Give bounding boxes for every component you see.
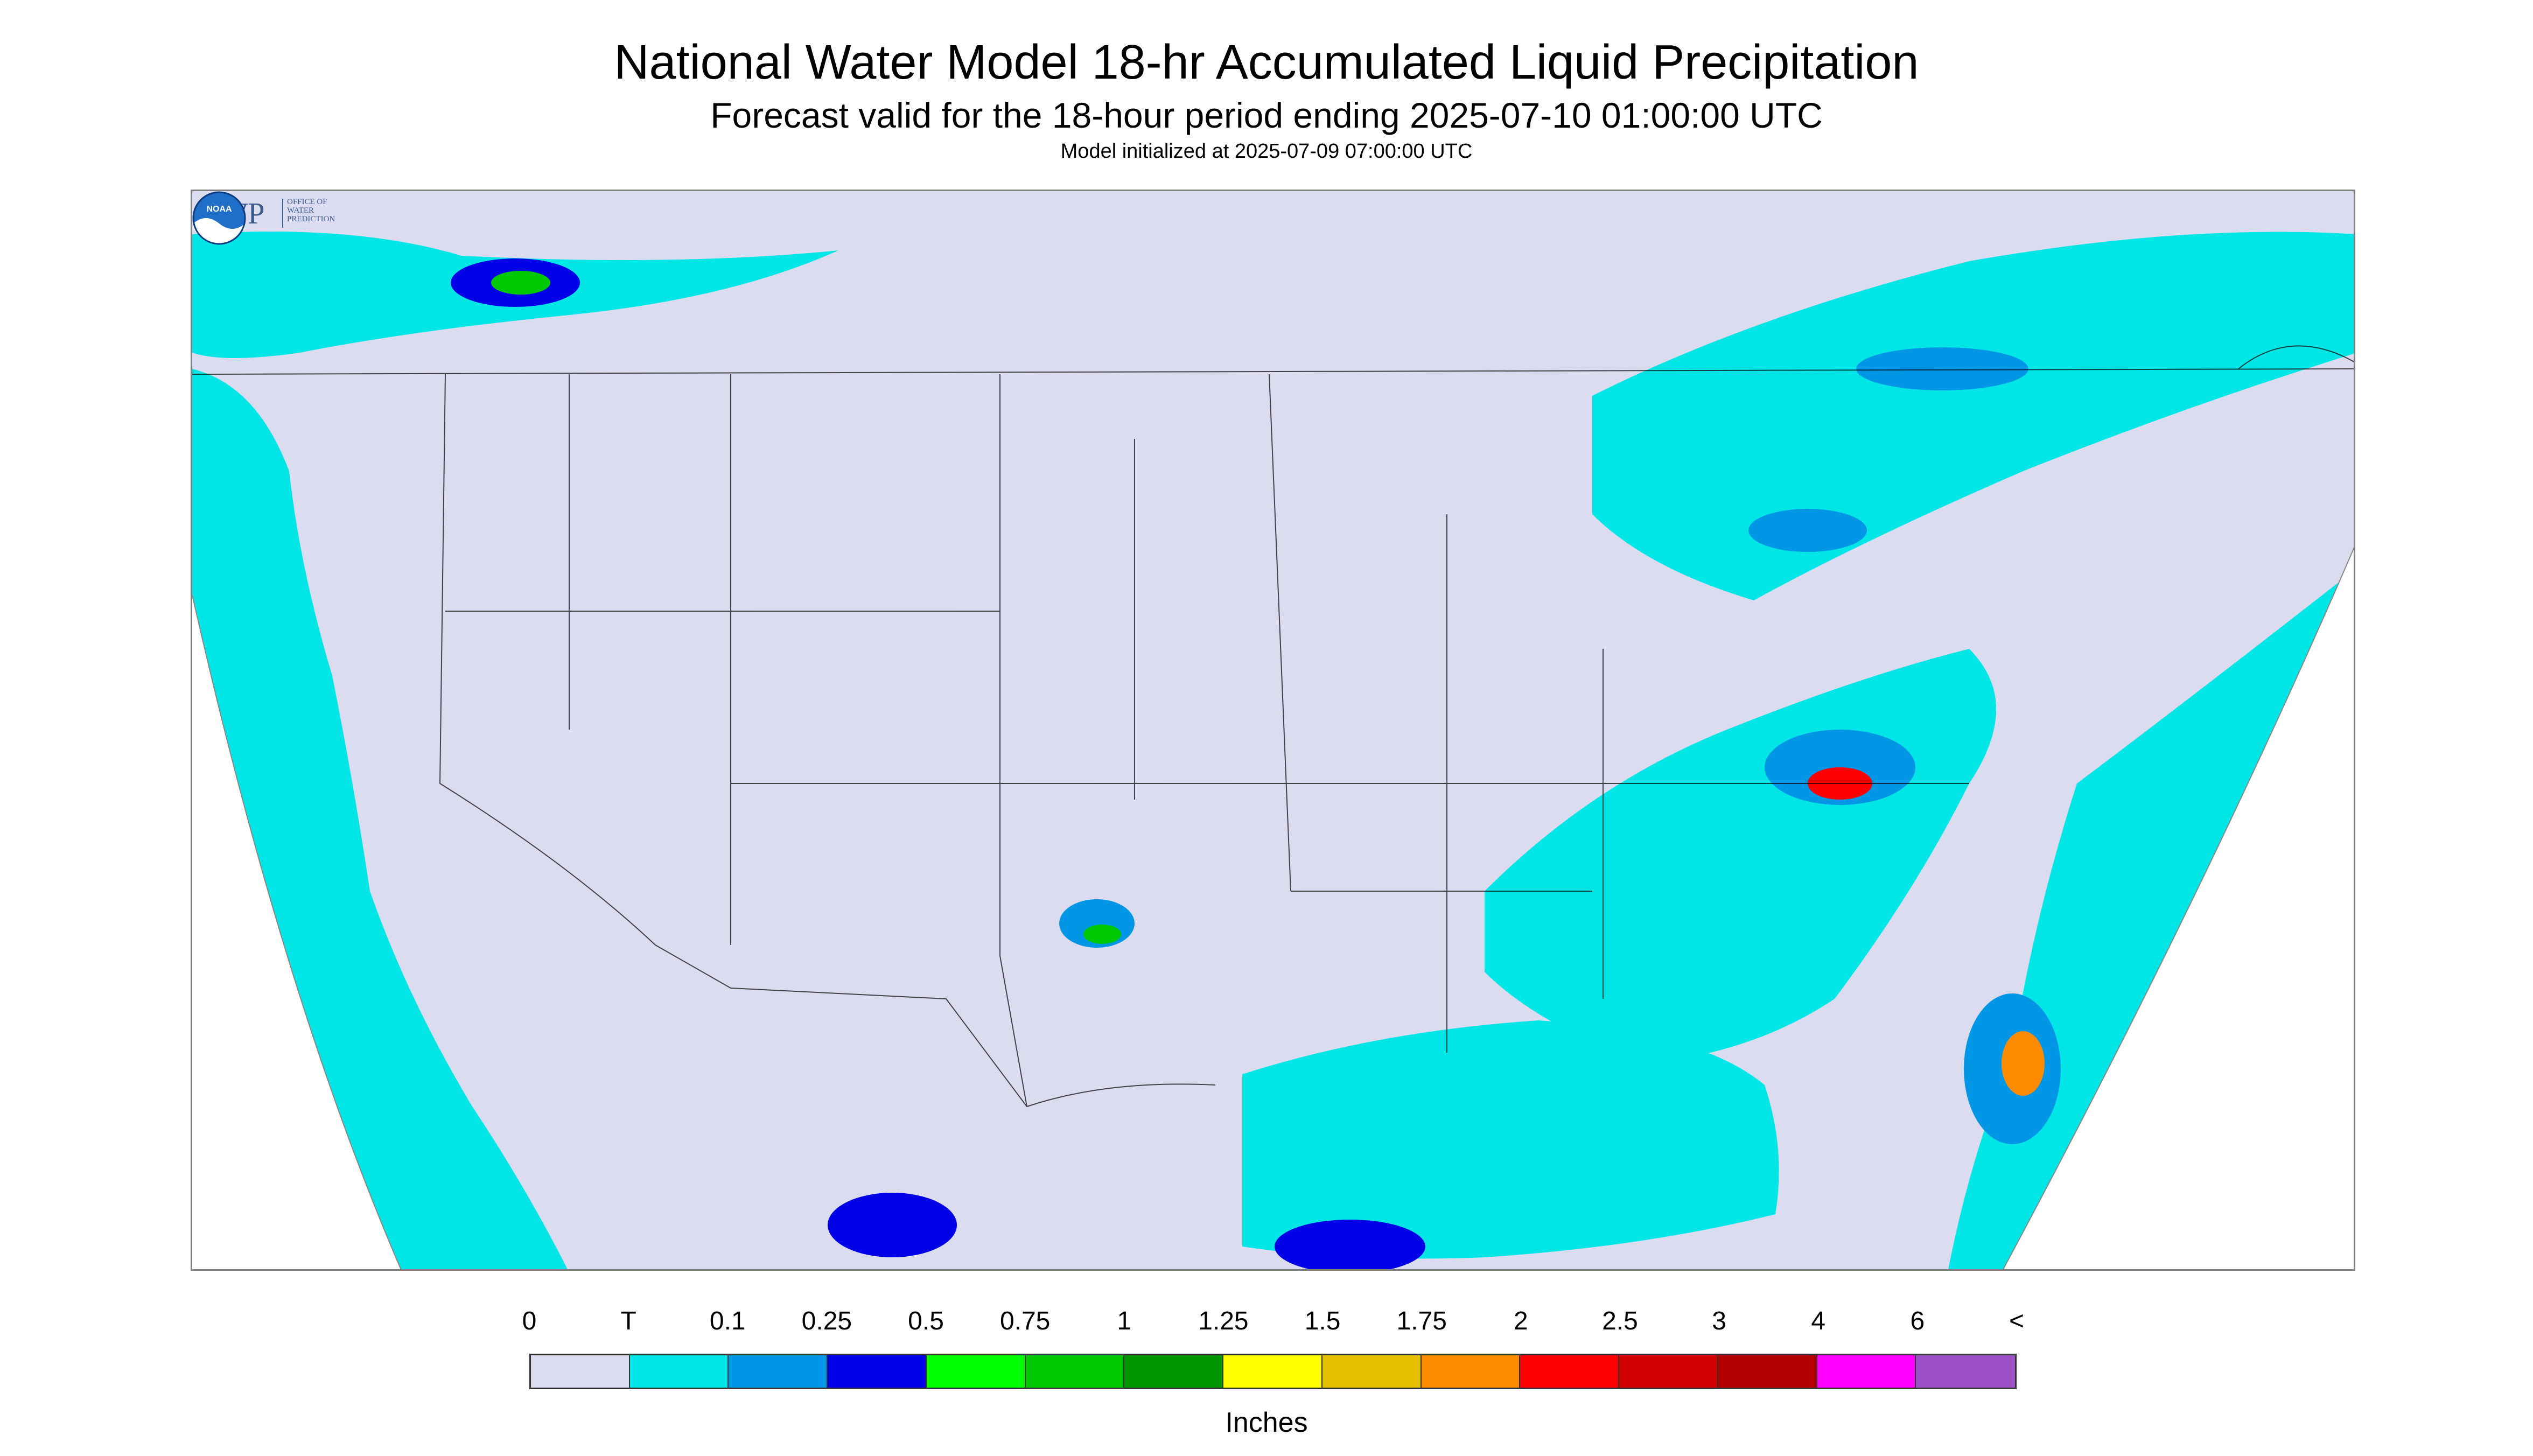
legend-label: 0.1 xyxy=(709,1307,746,1335)
legend-label: T xyxy=(620,1307,636,1335)
legend-label: 1.25 xyxy=(1198,1307,1249,1335)
core-west-green xyxy=(491,271,550,295)
legend-swatch xyxy=(828,1355,927,1388)
legend-label: 1.75 xyxy=(1396,1307,1447,1335)
legend-swatch xyxy=(1223,1355,1323,1388)
core-great-lakes xyxy=(1748,509,1867,552)
model-init-time: Model initialized at 2025-07-09 07:00:00… xyxy=(1060,140,1473,163)
legend-swatch xyxy=(1520,1355,1620,1388)
legend-label: 1.5 xyxy=(1304,1307,1341,1335)
boundaries xyxy=(192,345,2354,1108)
map-title: National Water Model 18-hr Accumulated L… xyxy=(614,36,1919,89)
precipitation-map: OWP OFFICE OF WATER PREDICTION NOAA xyxy=(191,190,2355,1271)
precip-band-northeast xyxy=(1592,232,2354,600)
core-atlantic-inner xyxy=(2002,1031,2045,1096)
legend-units: Inches xyxy=(1225,1407,1308,1438)
gulf-of-mexico xyxy=(1242,1020,1779,1259)
legend-swatch xyxy=(629,1355,729,1388)
legend-label: 1 xyxy=(1117,1307,1132,1335)
legend-swatch xyxy=(1421,1355,1521,1388)
legend-label: 2.5 xyxy=(1602,1307,1638,1335)
map-subtitle: Forecast valid for the 18-hour period en… xyxy=(710,95,1823,135)
legend-label: 3 xyxy=(1712,1307,1726,1335)
core-nm-inner xyxy=(1083,925,1121,944)
owp-logo-text: OFFICE OF WATER PREDICTION xyxy=(287,198,335,223)
core-canada-east xyxy=(1856,347,2028,390)
legend-label: 4 xyxy=(1811,1307,1826,1335)
legend-swatch xyxy=(1124,1355,1224,1388)
core-mexico xyxy=(828,1193,957,1257)
legend-label: < xyxy=(2009,1307,2025,1335)
legend-swatch xyxy=(531,1355,630,1388)
legend-swatch xyxy=(1619,1355,1718,1388)
core-gulf-south xyxy=(1275,1220,1425,1269)
legend-label: 2 xyxy=(1513,1307,1528,1335)
legend-label: 0.25 xyxy=(801,1307,852,1335)
legend-label: 6 xyxy=(1910,1307,1925,1335)
legend-label: 0 xyxy=(522,1307,537,1335)
noaa-logo-text: NOAA xyxy=(206,205,232,214)
legend-label: 0.75 xyxy=(999,1307,1051,1335)
legend-swatch xyxy=(1718,1355,1817,1388)
legend-swatch xyxy=(1817,1355,1916,1388)
legend-label: 0.5 xyxy=(908,1307,944,1335)
legend-swatch xyxy=(1916,1355,2016,1388)
legend-swatch xyxy=(1025,1355,1125,1388)
legend-colorbar xyxy=(529,1354,2017,1389)
legend-swatch xyxy=(1322,1355,1422,1388)
domain-edge xyxy=(192,547,2354,1269)
noaa-logo: NOAA xyxy=(192,191,246,245)
map-canvas xyxy=(192,191,2354,1269)
legend-swatch xyxy=(729,1355,828,1388)
legend-swatch xyxy=(926,1355,1026,1388)
